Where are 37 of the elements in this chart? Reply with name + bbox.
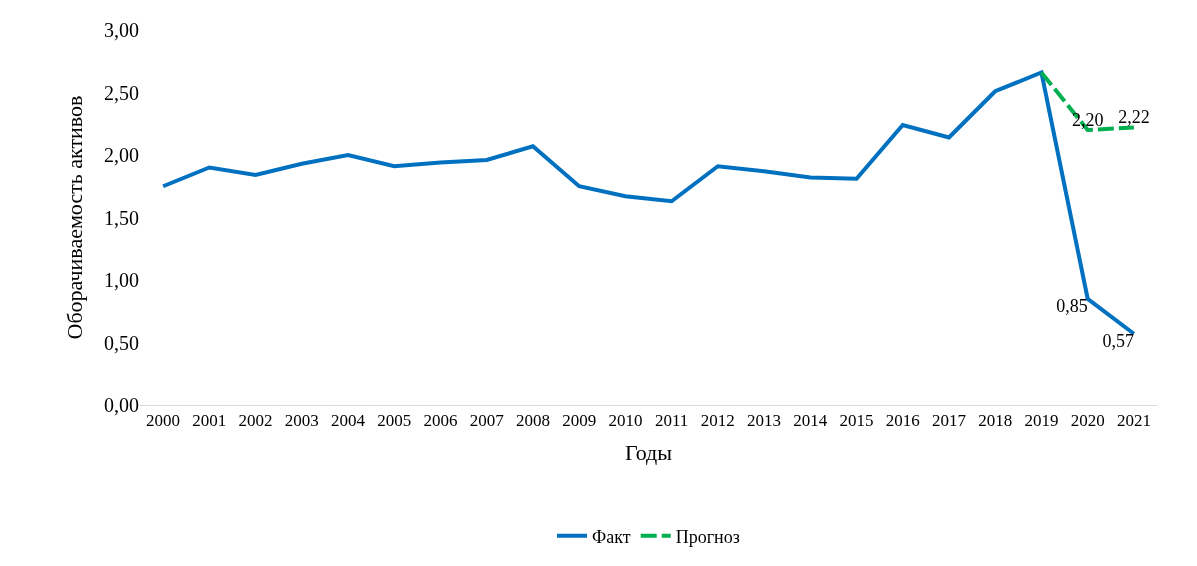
y-axis-title: Оборачиваемость активов [61, 95, 87, 340]
x-tick-label: 2013 [747, 411, 782, 431]
x-tick-label: 2000 [146, 411, 181, 431]
x-tick-label: 2011 [654, 411, 689, 431]
x-tick-label: 2009 [562, 411, 597, 431]
y-tick-label: 2,50 [104, 81, 139, 104]
y-tick-label: 1,50 [104, 206, 139, 229]
x-tick-label: 2003 [284, 411, 319, 431]
x-tick-label: 2018 [978, 411, 1013, 431]
legend-label: Прогноз [675, 526, 740, 547]
x-tick-label: 2004 [331, 411, 366, 431]
x-tick-label: 2006 [423, 411, 458, 431]
x-tick-label: 2005 [377, 411, 412, 431]
y-tick-label: 1,00 [104, 269, 139, 291]
x-tick-label: 2012 [700, 411, 735, 431]
y-tick-label: 0,50 [104, 331, 139, 354]
x-tick-label: 2014 [793, 411, 828, 431]
data-label: 2,20 [1071, 109, 1104, 130]
y-tick-label: 2,00 [104, 144, 139, 166]
x-tick-label: 2021 [1116, 411, 1151, 431]
legend-label: Факт [592, 526, 631, 547]
x-axis-title: Годы [624, 440, 673, 466]
data-label: 0,57 [1102, 331, 1134, 352]
x-tick-label: 2019 [1024, 411, 1059, 431]
data-label: 2,22 [1118, 107, 1150, 127]
x-tick-label: 2020 [1070, 411, 1105, 431]
data-label: 0,85 [1056, 296, 1088, 317]
x-tick-label: 2002 [238, 411, 273, 431]
x-tick-label: 2015 [839, 411, 874, 431]
x-tick-label: 2008 [515, 411, 550, 431]
x-tick-label: 2007 [469, 411, 505, 431]
y-tick-label: 3,00 [104, 19, 139, 41]
x-tick-label: 2010 [608, 411, 643, 431]
x-tick-label: 2001 [192, 411, 227, 431]
x-tick-label: 2016 [885, 411, 920, 431]
x-tick-label: 2017 [931, 411, 967, 431]
y-tick-label: 0,00 [104, 394, 139, 416]
